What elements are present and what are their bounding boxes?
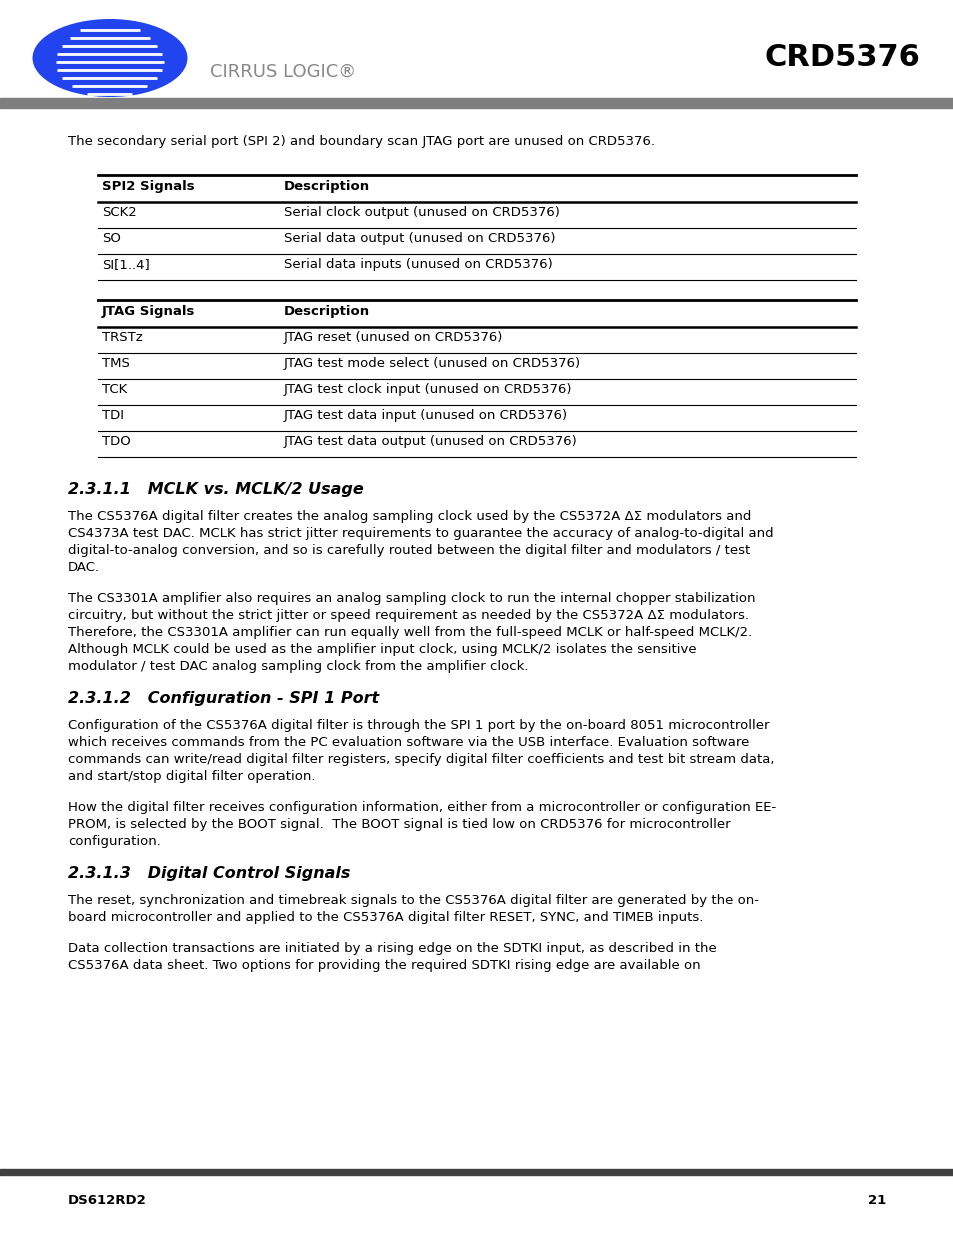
Text: TRSTz: TRSTz bbox=[102, 331, 143, 345]
Bar bbox=[0, 98, 953, 107]
Text: TCK: TCK bbox=[102, 383, 127, 396]
Text: TDO: TDO bbox=[102, 435, 131, 448]
Text: Data collection transactions are initiated by a rising edge on the SDTKI input, : Data collection transactions are initiat… bbox=[68, 942, 716, 955]
Text: JTAG Signals: JTAG Signals bbox=[102, 305, 195, 317]
Text: SCK2: SCK2 bbox=[102, 206, 136, 219]
Text: SI[1..4]: SI[1..4] bbox=[102, 258, 150, 270]
Text: circuitry, but without the strict jitter or speed requirement as needed by the C: circuitry, but without the strict jitter… bbox=[68, 609, 748, 622]
Text: DS612RD2: DS612RD2 bbox=[68, 1193, 147, 1207]
Text: Serial clock output (unused on CRD5376): Serial clock output (unused on CRD5376) bbox=[284, 206, 559, 219]
Text: JTAG test data input (unused on CRD5376): JTAG test data input (unused on CRD5376) bbox=[284, 409, 568, 422]
Text: configuration.: configuration. bbox=[68, 835, 161, 848]
Text: Therefore, the CS3301A amplifier can run equally well from the full-speed MCLK o: Therefore, the CS3301A amplifier can run… bbox=[68, 626, 752, 638]
Text: TDI: TDI bbox=[102, 409, 124, 422]
Text: SPI2 Signals: SPI2 Signals bbox=[102, 180, 194, 193]
Text: which receives commands from the PC evaluation software via the USB interface. E: which receives commands from the PC eval… bbox=[68, 736, 749, 748]
Text: 2.3.1.3   Digital Control Signals: 2.3.1.3 Digital Control Signals bbox=[68, 866, 350, 881]
Text: The reset, synchronization and timebreak signals to the CS5376A digital filter a: The reset, synchronization and timebreak… bbox=[68, 894, 759, 906]
Text: TMS: TMS bbox=[102, 357, 130, 370]
Text: How the digital filter receives configuration information, either from a microco: How the digital filter receives configur… bbox=[68, 802, 776, 814]
Text: Serial data inputs (unused on CRD5376): Serial data inputs (unused on CRD5376) bbox=[284, 258, 552, 270]
Text: digital-to-analog conversion, and so is carefully routed between the digital fil: digital-to-analog conversion, and so is … bbox=[68, 543, 749, 557]
Text: JTAG test clock input (unused on CRD5376): JTAG test clock input (unused on CRD5376… bbox=[284, 383, 572, 396]
Text: CRD5376: CRD5376 bbox=[763, 43, 919, 73]
Text: 21: 21 bbox=[867, 1193, 885, 1207]
Text: CS5376A data sheet. Two options for providing the required SDTKI rising edge are: CS5376A data sheet. Two options for prov… bbox=[68, 960, 700, 972]
Ellipse shape bbox=[32, 19, 188, 98]
Text: The secondary serial port (SPI 2) and boundary scan JTAG port are unused on CRD5: The secondary serial port (SPI 2) and bo… bbox=[68, 135, 655, 148]
Text: board microcontroller and applied to the CS5376A digital filter RESET, SYNC, and: board microcontroller and applied to the… bbox=[68, 911, 702, 924]
Text: and start/stop digital filter operation.: and start/stop digital filter operation. bbox=[68, 769, 315, 783]
Text: JTAG reset (unused on CRD5376): JTAG reset (unused on CRD5376) bbox=[284, 331, 503, 345]
Text: PROM, is selected by the BOOT signal.  The BOOT signal is tied low on CRD5376 fo: PROM, is selected by the BOOT signal. Th… bbox=[68, 818, 730, 831]
Text: CS4373A test DAC. MCLK has strict jitter requirements to guarantee the accuracy : CS4373A test DAC. MCLK has strict jitter… bbox=[68, 527, 773, 540]
Text: CIRRUS LOGIC®: CIRRUS LOGIC® bbox=[210, 63, 355, 82]
Text: JTAG test data output (unused on CRD5376): JTAG test data output (unused on CRD5376… bbox=[284, 435, 578, 448]
Bar bbox=[0, 1170, 953, 1174]
Text: 2.3.1.2   Configuration - SPI 1 Port: 2.3.1.2 Configuration - SPI 1 Port bbox=[68, 692, 378, 706]
Text: 2.3.1.1   MCLK vs. MCLK/2 Usage: 2.3.1.1 MCLK vs. MCLK/2 Usage bbox=[68, 482, 363, 496]
Text: SO: SO bbox=[102, 232, 121, 245]
Text: Description: Description bbox=[284, 305, 370, 317]
Text: The CS3301A amplifier also requires an analog sampling clock to run the internal: The CS3301A amplifier also requires an a… bbox=[68, 592, 755, 605]
Text: commands can write/read digital filter registers, specify digital filter coeffic: commands can write/read digital filter r… bbox=[68, 753, 774, 766]
Text: Although MCLK could be used as the amplifier input clock, using MCLK/2 isolates : Although MCLK could be used as the ampli… bbox=[68, 643, 696, 656]
Text: JTAG test mode select (unused on CRD5376): JTAG test mode select (unused on CRD5376… bbox=[284, 357, 580, 370]
Text: Serial data output (unused on CRD5376): Serial data output (unused on CRD5376) bbox=[284, 232, 555, 245]
Text: DAC.: DAC. bbox=[68, 561, 100, 574]
Text: modulator / test DAC analog sampling clock from the amplifier clock.: modulator / test DAC analog sampling clo… bbox=[68, 659, 528, 673]
Text: Description: Description bbox=[284, 180, 370, 193]
Text: Configuration of the CS5376A digital filter is through the SPI 1 port by the on-: Configuration of the CS5376A digital fil… bbox=[68, 719, 769, 732]
Text: The CS5376A digital filter creates the analog sampling clock used by the CS5372A: The CS5376A digital filter creates the a… bbox=[68, 510, 751, 522]
